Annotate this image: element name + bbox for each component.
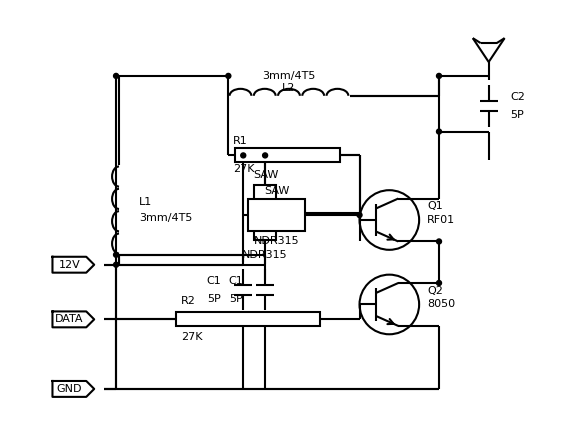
Text: 8050: 8050 xyxy=(427,300,455,309)
Text: SAW: SAW xyxy=(253,170,278,180)
Text: 12V: 12V xyxy=(58,260,80,270)
Bar xyxy=(235,148,340,162)
Text: RF01: RF01 xyxy=(427,215,455,225)
Text: C1: C1 xyxy=(207,275,221,286)
Text: Q2: Q2 xyxy=(427,286,443,296)
Circle shape xyxy=(114,252,118,257)
Circle shape xyxy=(436,129,441,134)
Text: DATA: DATA xyxy=(55,314,84,324)
Text: 3mm/4T5: 3mm/4T5 xyxy=(262,71,316,81)
Text: 5P: 5P xyxy=(229,293,243,304)
Text: 5P: 5P xyxy=(511,110,524,120)
Text: 5P: 5P xyxy=(208,293,221,304)
Text: NDR315: NDR315 xyxy=(254,236,299,246)
Circle shape xyxy=(436,239,441,244)
Text: L1: L1 xyxy=(139,197,152,207)
Text: R1: R1 xyxy=(233,136,248,147)
Bar xyxy=(248,199,305,231)
Polygon shape xyxy=(53,257,94,273)
Circle shape xyxy=(114,262,118,267)
Text: 27K: 27K xyxy=(233,164,255,174)
Circle shape xyxy=(226,73,231,78)
Circle shape xyxy=(114,73,118,78)
Text: 3mm/4T5: 3mm/4T5 xyxy=(139,213,192,223)
Circle shape xyxy=(436,281,441,286)
Text: NDR315: NDR315 xyxy=(242,250,288,260)
Text: SAW: SAW xyxy=(264,186,289,196)
Circle shape xyxy=(436,73,441,78)
Polygon shape xyxy=(53,312,94,327)
Circle shape xyxy=(263,153,268,158)
Text: L2: L2 xyxy=(282,83,295,93)
Text: 27K: 27K xyxy=(181,332,202,342)
Text: GND: GND xyxy=(57,384,82,394)
Circle shape xyxy=(241,153,246,158)
Bar xyxy=(254,185,276,240)
Bar xyxy=(175,312,320,326)
Polygon shape xyxy=(53,381,94,397)
Text: C2: C2 xyxy=(511,92,525,102)
Text: Q1: Q1 xyxy=(427,201,443,211)
Text: R2: R2 xyxy=(181,297,195,307)
Circle shape xyxy=(357,213,362,217)
Text: C1: C1 xyxy=(229,275,243,286)
